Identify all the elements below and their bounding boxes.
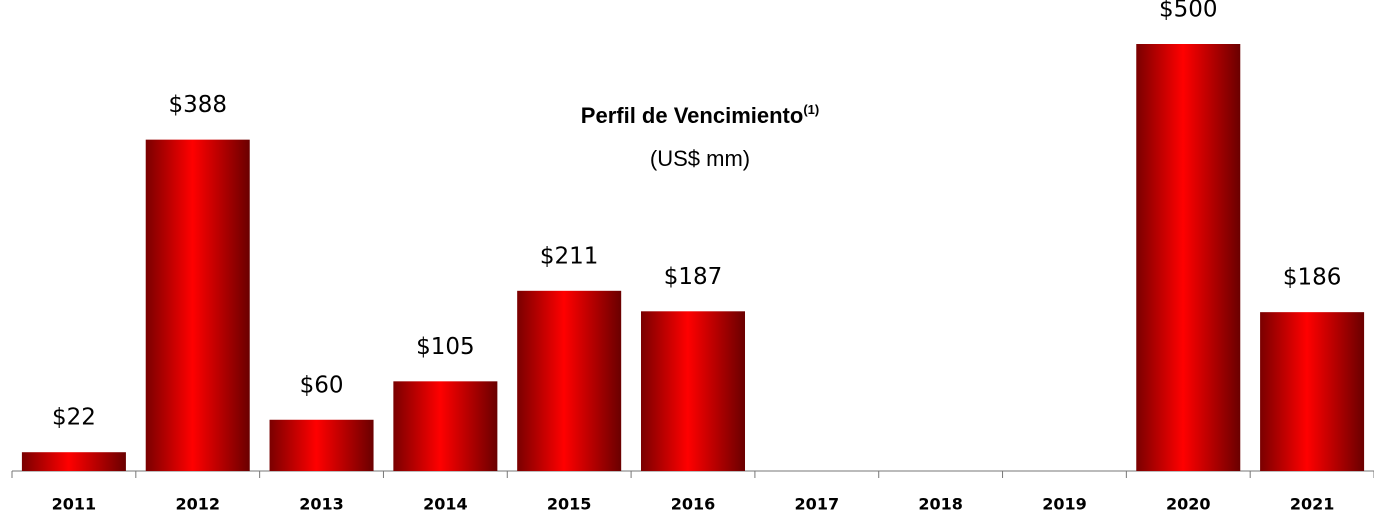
bar (1260, 312, 1365, 471)
value-label: $187 (664, 264, 723, 290)
chart-title: Perfil de Vencimiento(1) (581, 102, 819, 127)
x-tick-label: 2018 (918, 495, 963, 514)
chart-subtitle: (US$ mm) (650, 146, 750, 171)
bar (640, 311, 746, 471)
value-label: $60 (300, 372, 344, 398)
x-tick-label: 2015 (547, 495, 592, 514)
x-tick-label: 2014 (423, 495, 468, 514)
x-tick-label: 2017 (795, 495, 840, 514)
bar (393, 381, 498, 471)
bar (517, 290, 622, 471)
bar (145, 139, 250, 471)
x-tick-label: 2019 (1042, 495, 1087, 514)
x-tick-label: 2013 (299, 495, 344, 514)
x-tick-label: 2011 (52, 495, 97, 514)
x-tick-label: 2016 (671, 495, 716, 514)
bar (269, 419, 374, 471)
title-note: (1) (803, 102, 819, 117)
bar (21, 452, 126, 471)
value-label: $105 (416, 334, 475, 360)
value-label: $186 (1283, 265, 1342, 291)
x-tick-label: 2020 (1166, 495, 1211, 514)
title-text: Perfil de Vencimiento (581, 103, 804, 128)
x-tick-label: 2021 (1290, 495, 1335, 514)
value-label: $211 (540, 243, 599, 269)
bar (1136, 44, 1241, 471)
value-label: $22 (52, 405, 96, 431)
value-label: $388 (168, 92, 227, 118)
x-tick-label: 2012 (175, 495, 220, 514)
value-label: $500 (1159, 0, 1218, 23)
